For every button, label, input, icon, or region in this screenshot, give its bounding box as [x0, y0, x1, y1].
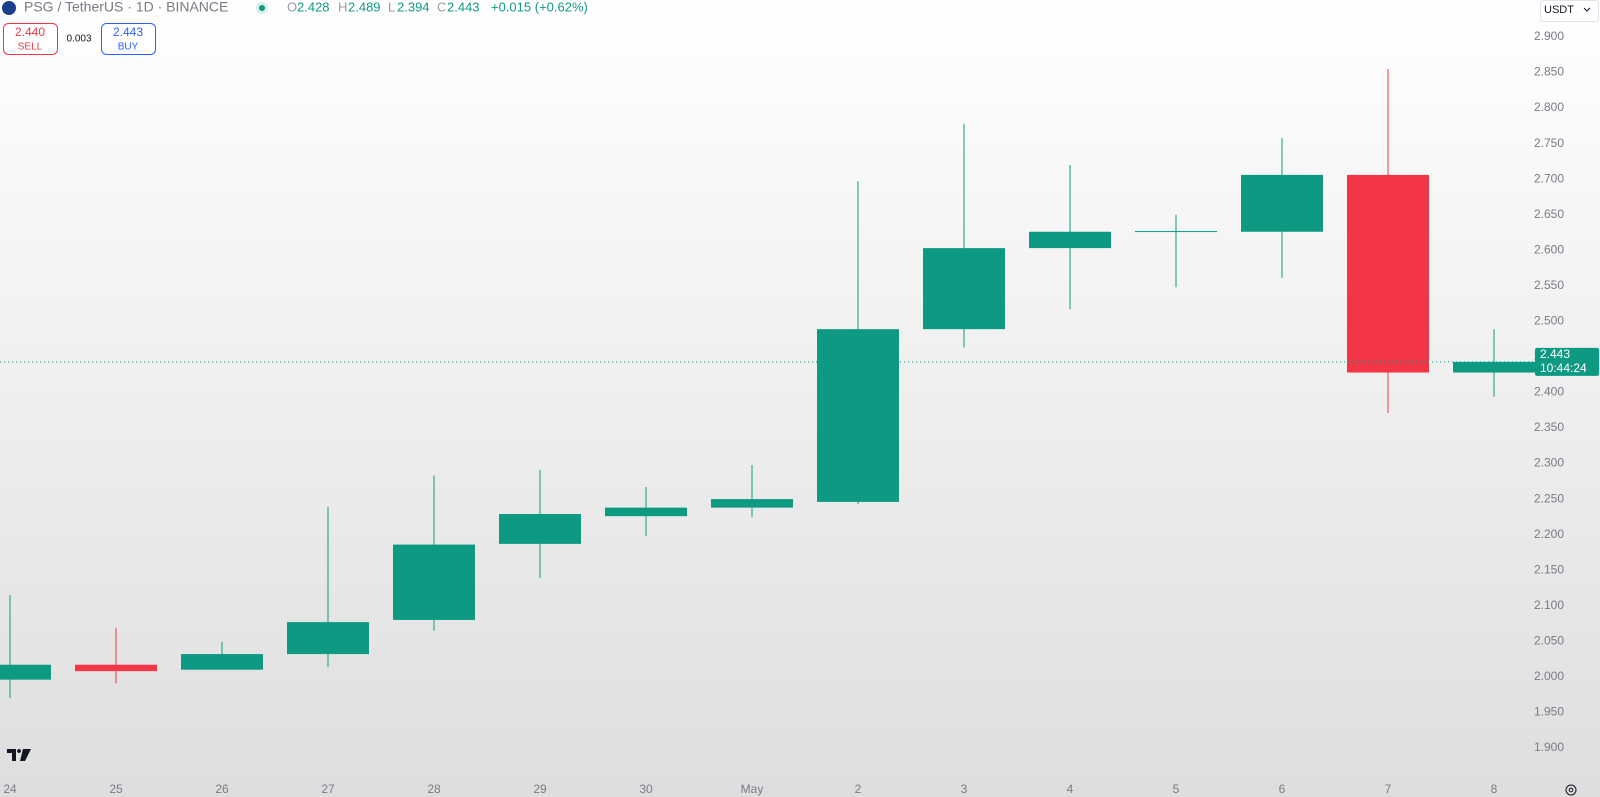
candle-body: [0, 664, 51, 680]
candle-body: [287, 622, 369, 655]
dropdown-arrow: [1583, 7, 1591, 12]
x-tick-label: 30: [639, 782, 653, 796]
y-tick-label: 2.750: [1534, 136, 1564, 150]
ohlc-label: H: [338, 0, 347, 14]
sell-button[interactable]: [3, 23, 58, 55]
candle-body: [1453, 361, 1535, 373]
candle-body: [1347, 174, 1429, 373]
currency: USDT: [1544, 4, 1574, 16]
ohlc-label: C: [437, 0, 446, 14]
settings-icon[interactable]: [1565, 784, 1577, 796]
y-tick-label: 2.300: [1534, 456, 1564, 470]
y-tick-label: 2.850: [1534, 65, 1564, 79]
y-tick-label: 2.800: [1534, 100, 1564, 114]
ohlc-value: 2.443: [447, 0, 480, 14]
candle-body: [711, 499, 793, 508]
y-tick-label: 2.100: [1534, 598, 1564, 612]
price-tag-value: 2.443: [1540, 347, 1570, 361]
y-tick-label: 2.350: [1534, 420, 1564, 434]
status-dot: [259, 5, 265, 11]
buy-price: 2.443: [113, 25, 143, 39]
currency-dropdown[interactable]: [1540, 0, 1599, 22]
x-tick-label: 7: [1385, 782, 1392, 796]
candle-body: [181, 654, 263, 670]
x-tick-label: 26: [215, 782, 229, 796]
symbol-title: PSG / TetherUS · 1D · BINANCE: [24, 0, 228, 15]
ohlc-label: O: [287, 0, 297, 14]
buy-label: BUY: [118, 42, 139, 53]
y-tick-label: 2.550: [1534, 278, 1564, 292]
y-tick-label: 2.650: [1534, 207, 1564, 221]
symbol-icon: [2, 1, 16, 15]
price-tag-countdown: 10:44:24: [1540, 361, 1587, 375]
buy-button[interactable]: [101, 23, 156, 55]
y-tick-label: 2.050: [1534, 633, 1564, 647]
x-tick-label: 8: [1491, 782, 1498, 796]
y-tick-label: 2.250: [1534, 491, 1564, 505]
candle-body: [75, 664, 157, 672]
sell-price: 2.440: [15, 25, 45, 39]
x-tick-label: 25: [109, 782, 123, 796]
candle-body: [1135, 231, 1217, 233]
y-tick-label: 2.150: [1534, 562, 1564, 576]
x-tick-label: 6: [1279, 782, 1286, 796]
candle-body: [1029, 231, 1111, 249]
plot: 1.900 1.950 2.000 2.050 2.100 2.150 2.200 2.250…: [0, 29, 1599, 796]
y-tick-label: 2.200: [1534, 527, 1564, 541]
candle-body: [393, 544, 475, 620]
candle-body: [817, 329, 899, 502]
logo: [7, 749, 31, 761]
y-tick-label: 1.900: [1534, 740, 1564, 754]
x-tick-label: 28: [427, 782, 441, 796]
candle-body: [499, 514, 581, 544]
ohlc-value: 2.394: [397, 0, 430, 14]
candle-body: [1241, 174, 1323, 232]
candle-body: [923, 248, 1005, 330]
x-tick-label: May: [741, 782, 764, 796]
y-tick-label: 2.600: [1534, 242, 1564, 256]
sell-label: SELL: [18, 42, 43, 53]
ohlc-value: 2.489: [348, 0, 381, 14]
x-tick-label: 24: [3, 782, 17, 796]
x-tick-label: 3: [961, 782, 968, 796]
x-tick-label: 4: [1067, 782, 1074, 796]
spread: 0.003: [66, 34, 91, 45]
y-tick-label: 2.000: [1534, 669, 1564, 683]
x-tick-label: 29: [533, 782, 547, 796]
ohlc-label: L: [388, 0, 395, 14]
x-tick-label: 5: [1173, 782, 1180, 796]
y-tick-label: 2.900: [1534, 29, 1564, 43]
y-tick-label: 2.700: [1534, 171, 1564, 185]
candle-body: [605, 507, 687, 517]
price-tag: [1535, 347, 1599, 376]
settings-icon-center: [1568, 787, 1574, 793]
y-tick-label: 2.500: [1534, 314, 1564, 328]
y-tick-label: 2.400: [1534, 385, 1564, 399]
ohlc: O 2.428 H 2.489 L 2.394 C 2.443 +0.015 (…: [287, 0, 588, 14]
x-tick-label: 27: [321, 782, 335, 796]
x-tick-label: 2: [855, 782, 862, 796]
y-tick-label: 1.950: [1534, 705, 1564, 719]
change: +0.015 (+0.62%): [491, 0, 588, 14]
ohlc-value: 2.428: [297, 0, 330, 14]
